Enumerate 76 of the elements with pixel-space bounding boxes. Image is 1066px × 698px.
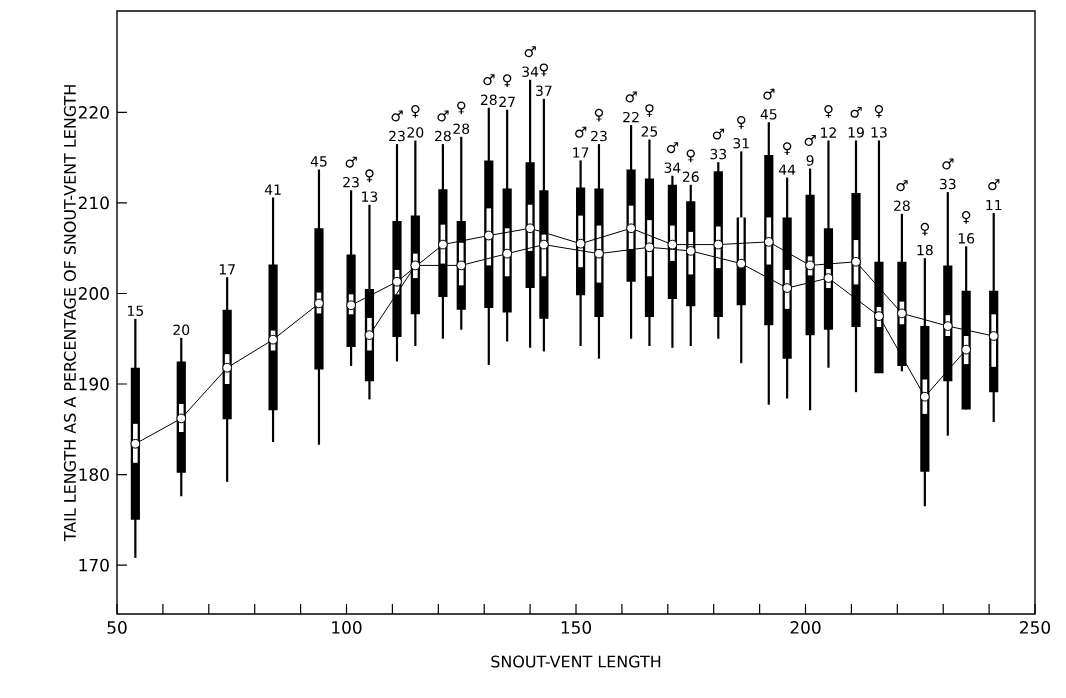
text: ♂	[625, 91, 637, 103]
annotation: 18	[917, 244, 933, 256]
annotation: 17	[219, 264, 235, 275]
x-tick-label: 50	[107, 621, 127, 634]
text: ♂	[437, 110, 449, 122]
annotation: 44	[778, 164, 796, 175]
annotation: 25	[641, 126, 658, 137]
text: ♀	[782, 142, 792, 155]
text: ♀	[874, 105, 884, 118]
annotation: 13	[362, 191, 378, 202]
x-tick-label: 250	[1020, 621, 1051, 634]
y-tick-label: 170	[79, 558, 109, 572]
annotation: 19	[848, 127, 864, 138]
text: ♂	[524, 46, 536, 58]
x-tick-label: 150	[561, 621, 592, 634]
text: ♂	[483, 74, 495, 86]
annotation: 9	[806, 155, 814, 166]
annotation: 33	[939, 178, 956, 190]
text: ♀	[824, 105, 833, 118]
text: ♀	[686, 149, 695, 163]
text: ♀	[594, 108, 604, 122]
annotation: 23	[389, 130, 405, 142]
text: ♂	[666, 142, 679, 154]
text: ♂	[712, 128, 724, 140]
annotation: 45	[760, 109, 777, 120]
annotation: 11	[986, 199, 1002, 211]
annotation: 23	[343, 176, 359, 188]
text: ♀	[539, 63, 549, 77]
annotation: 15	[128, 305, 144, 317]
text: ♂	[345, 156, 357, 168]
text: ♂	[850, 106, 862, 118]
annotation: 20	[173, 324, 190, 336]
annotation: 34	[664, 162, 681, 173]
text: ♂	[575, 126, 587, 138]
annotation: 28	[453, 123, 470, 135]
text: ♂	[988, 179, 1000, 191]
annotation: 23	[591, 130, 607, 142]
text: ♂	[942, 158, 954, 170]
annotation: 34	[522, 66, 539, 77]
annotation: 13	[871, 127, 887, 138]
y-tick-label: 190	[79, 377, 109, 391]
annotation: 28	[480, 94, 497, 106]
text: ♂	[896, 180, 908, 192]
y-tick-label: 210	[78, 196, 109, 210]
annotation: 28	[435, 130, 451, 142]
text: ♀	[737, 115, 746, 129]
text: ♀	[920, 222, 930, 236]
annotation: 37	[536, 85, 552, 97]
annotation: 45	[310, 156, 327, 167]
annotation: 33	[710, 148, 727, 160]
y-tick-label: 200	[78, 287, 109, 300]
annotation: 17	[573, 147, 589, 158]
annotation: 27	[499, 96, 515, 107]
y-tick-label: 180	[79, 468, 109, 481]
annotation: 16	[958, 233, 975, 244]
text: ♀	[457, 101, 466, 115]
text: ♀	[411, 105, 420, 118]
y-axis-title: TAIL LENGTH AS A PERCENTAGE OF SNOUT-VENT LENGTH	[63, 85, 76, 542]
annotation: 26	[682, 171, 699, 183]
text: ♀	[645, 104, 654, 117]
annotation: 20	[407, 127, 424, 138]
y-tick-label: 220	[78, 106, 109, 119]
text: ♀	[502, 74, 512, 88]
annotation: 22	[623, 111, 639, 123]
annotation: 41	[264, 184, 281, 195]
x-tick-label: 200	[790, 621, 821, 634]
x-axis-title: SNOUT-VENT LENGTH	[491, 655, 661, 668]
text: ♂	[804, 134, 816, 146]
text: ♀	[365, 169, 374, 183]
annotation: 28	[894, 200, 910, 211]
annotation: 12	[821, 127, 836, 138]
text: ♀	[961, 210, 971, 224]
annotation: 31	[733, 137, 749, 149]
text: ♂	[763, 88, 775, 100]
x-tick-label: 100	[332, 621, 362, 634]
text: ♂	[391, 110, 403, 122]
